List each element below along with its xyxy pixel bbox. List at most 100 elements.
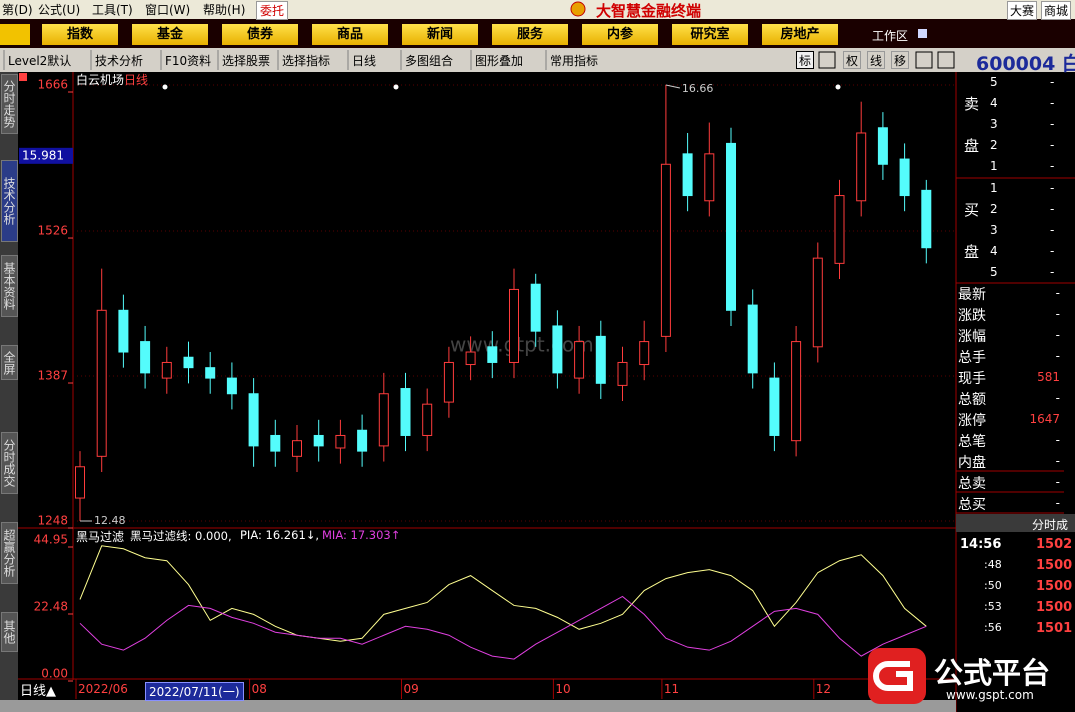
field-label: 最新 bbox=[958, 287, 986, 303]
candle-body bbox=[226, 377, 237, 395]
field-value: - bbox=[1055, 286, 1060, 300]
nav-button[interactable]: 房地产 bbox=[762, 24, 838, 45]
toolbar-icon-box bbox=[818, 51, 836, 69]
buy-level: 5 bbox=[990, 265, 998, 279]
toolbar-item[interactable]: 日线 bbox=[352, 54, 377, 68]
entrust-button[interactable]: 委托 bbox=[256, 1, 289, 20]
menu-item[interactable]: 公式(U) bbox=[38, 3, 81, 17]
side-tab[interactable]: 技术分析 bbox=[1, 160, 18, 242]
field-value: - bbox=[1055, 349, 1060, 363]
sell-level: 1 bbox=[990, 159, 998, 173]
menu-item[interactable]: 窗口(W) bbox=[145, 3, 191, 17]
buy-level: 4 bbox=[990, 244, 998, 258]
candle-body bbox=[140, 341, 151, 374]
tick-price: 1501 bbox=[1036, 621, 1073, 636]
field-label: 总买 bbox=[958, 497, 986, 513]
tick-price: 1500 bbox=[1036, 579, 1073, 594]
side-tab[interactable]: 超赢分析 bbox=[1, 522, 18, 584]
candle-body bbox=[313, 434, 324, 447]
toolbar-item[interactable]: 图形叠加 bbox=[475, 54, 524, 68]
indicator-readout: MIA: 17.303↑ bbox=[322, 528, 401, 542]
toolbar-item[interactable]: 技术分析 bbox=[95, 54, 144, 68]
toolbar-item[interactable]: F10资料 bbox=[165, 54, 212, 68]
sell-empty: - bbox=[1050, 75, 1055, 89]
nav-button[interactable]: 债券 bbox=[222, 24, 298, 45]
status-bar bbox=[0, 700, 956, 712]
menu-item[interactable]: 第(D) bbox=[2, 3, 33, 17]
toolbar-item[interactable]: 常用指标 bbox=[550, 54, 599, 68]
sell-empty: - bbox=[1050, 138, 1055, 152]
candle-body bbox=[899, 158, 910, 197]
candle-body bbox=[639, 341, 650, 366]
tick-time: 14:56 bbox=[960, 537, 1002, 552]
nav-button[interactable]: 研究室 bbox=[672, 24, 748, 45]
y-tick-label: 1387 bbox=[37, 369, 68, 383]
buy-level: 3 bbox=[990, 223, 998, 237]
candle-body bbox=[791, 341, 802, 442]
field-label: 涨停 bbox=[958, 413, 986, 429]
candle-body bbox=[834, 195, 845, 264]
candle-body bbox=[877, 127, 888, 165]
side-tab[interactable]: 分时走势 bbox=[1, 74, 18, 134]
toolbar-item[interactable]: 多图组合 bbox=[405, 54, 454, 68]
sell-label: 盘 bbox=[964, 137, 980, 155]
toolbar-icon[interactable]: 移 bbox=[891, 51, 909, 69]
candle-body bbox=[552, 325, 563, 374]
workspace-button[interactable]: 工作区 bbox=[872, 29, 909, 43]
right-panel bbox=[956, 72, 1075, 712]
toolbar-icon-box bbox=[915, 51, 933, 69]
candle-body bbox=[704, 153, 715, 202]
buy-label: 买 bbox=[964, 201, 980, 219]
toolbar-icon[interactable]: 权 bbox=[843, 51, 861, 69]
buy-label: 盘 bbox=[964, 243, 980, 261]
buy-empty: - bbox=[1050, 265, 1055, 279]
candle-body bbox=[595, 335, 606, 384]
toolbar-item[interactable]: 选择指标 bbox=[282, 54, 331, 68]
candle-body bbox=[530, 283, 541, 332]
candle-body bbox=[812, 257, 823, 348]
tick-time: :48 bbox=[984, 558, 1002, 571]
y-tick-label: 1248 bbox=[37, 514, 68, 528]
indicator-title: 黑马过滤 bbox=[76, 530, 125, 544]
field-value: - bbox=[1055, 496, 1060, 510]
side-tab[interactable]: 基本资料 bbox=[1, 255, 18, 317]
field-label: 现手 bbox=[958, 371, 986, 387]
candle-body bbox=[921, 189, 932, 249]
nav-button[interactable]: 服务 bbox=[492, 24, 568, 45]
field-label: 涨跌 bbox=[958, 308, 986, 324]
nav-button[interactable]: 新闻 bbox=[402, 24, 478, 45]
menu-item[interactable]: 帮助(H) bbox=[203, 3, 246, 17]
toolbar-item[interactable]: 选择股票 bbox=[222, 54, 271, 68]
indicator-tick-label: 0.00 bbox=[41, 667, 68, 681]
sell-level: 4 bbox=[990, 96, 998, 110]
candle-body bbox=[660, 163, 671, 337]
toolbar-icon[interactable]: 线 bbox=[867, 51, 885, 69]
nav-button[interactable]: 内参 bbox=[582, 24, 658, 45]
menu-right-item[interactable]: 商城 bbox=[1041, 1, 1072, 20]
brand-url: www.gspt.com bbox=[946, 688, 1034, 702]
tick-time: :53 bbox=[984, 600, 1002, 613]
side-tab[interactable]: 其他 bbox=[1, 612, 18, 652]
field-value: 581 bbox=[1037, 370, 1060, 384]
nav-button[interactable]: 指数 bbox=[42, 24, 118, 45]
side-tab[interactable]: 分时成交 bbox=[1, 432, 18, 494]
candle-body bbox=[726, 142, 736, 311]
candle-body bbox=[856, 132, 867, 202]
nav-button[interactable]: 基金 bbox=[132, 24, 208, 45]
nav-button[interactable]: 商品 bbox=[312, 24, 388, 45]
field-value: - bbox=[1055, 433, 1060, 447]
menu-item[interactable]: 工具(T) bbox=[92, 3, 133, 17]
toolbar-icon[interactable]: 标 bbox=[796, 51, 814, 69]
indicator-line bbox=[79, 595, 927, 660]
event-marker bbox=[162, 84, 168, 90]
field-label: 内盘 bbox=[958, 455, 986, 471]
x-tick-label: 09 bbox=[403, 682, 419, 696]
menu-right-item[interactable]: 大赛 bbox=[1007, 1, 1038, 20]
workspace-icon bbox=[918, 29, 927, 38]
candle-body bbox=[205, 367, 216, 379]
tick-price: 1500 bbox=[1036, 558, 1073, 573]
x-tick-label: 2022/06 bbox=[78, 682, 128, 696]
toolbar-item[interactable]: Level2默认 bbox=[8, 54, 72, 68]
side-tab[interactable]: 全屏 bbox=[1, 345, 18, 380]
